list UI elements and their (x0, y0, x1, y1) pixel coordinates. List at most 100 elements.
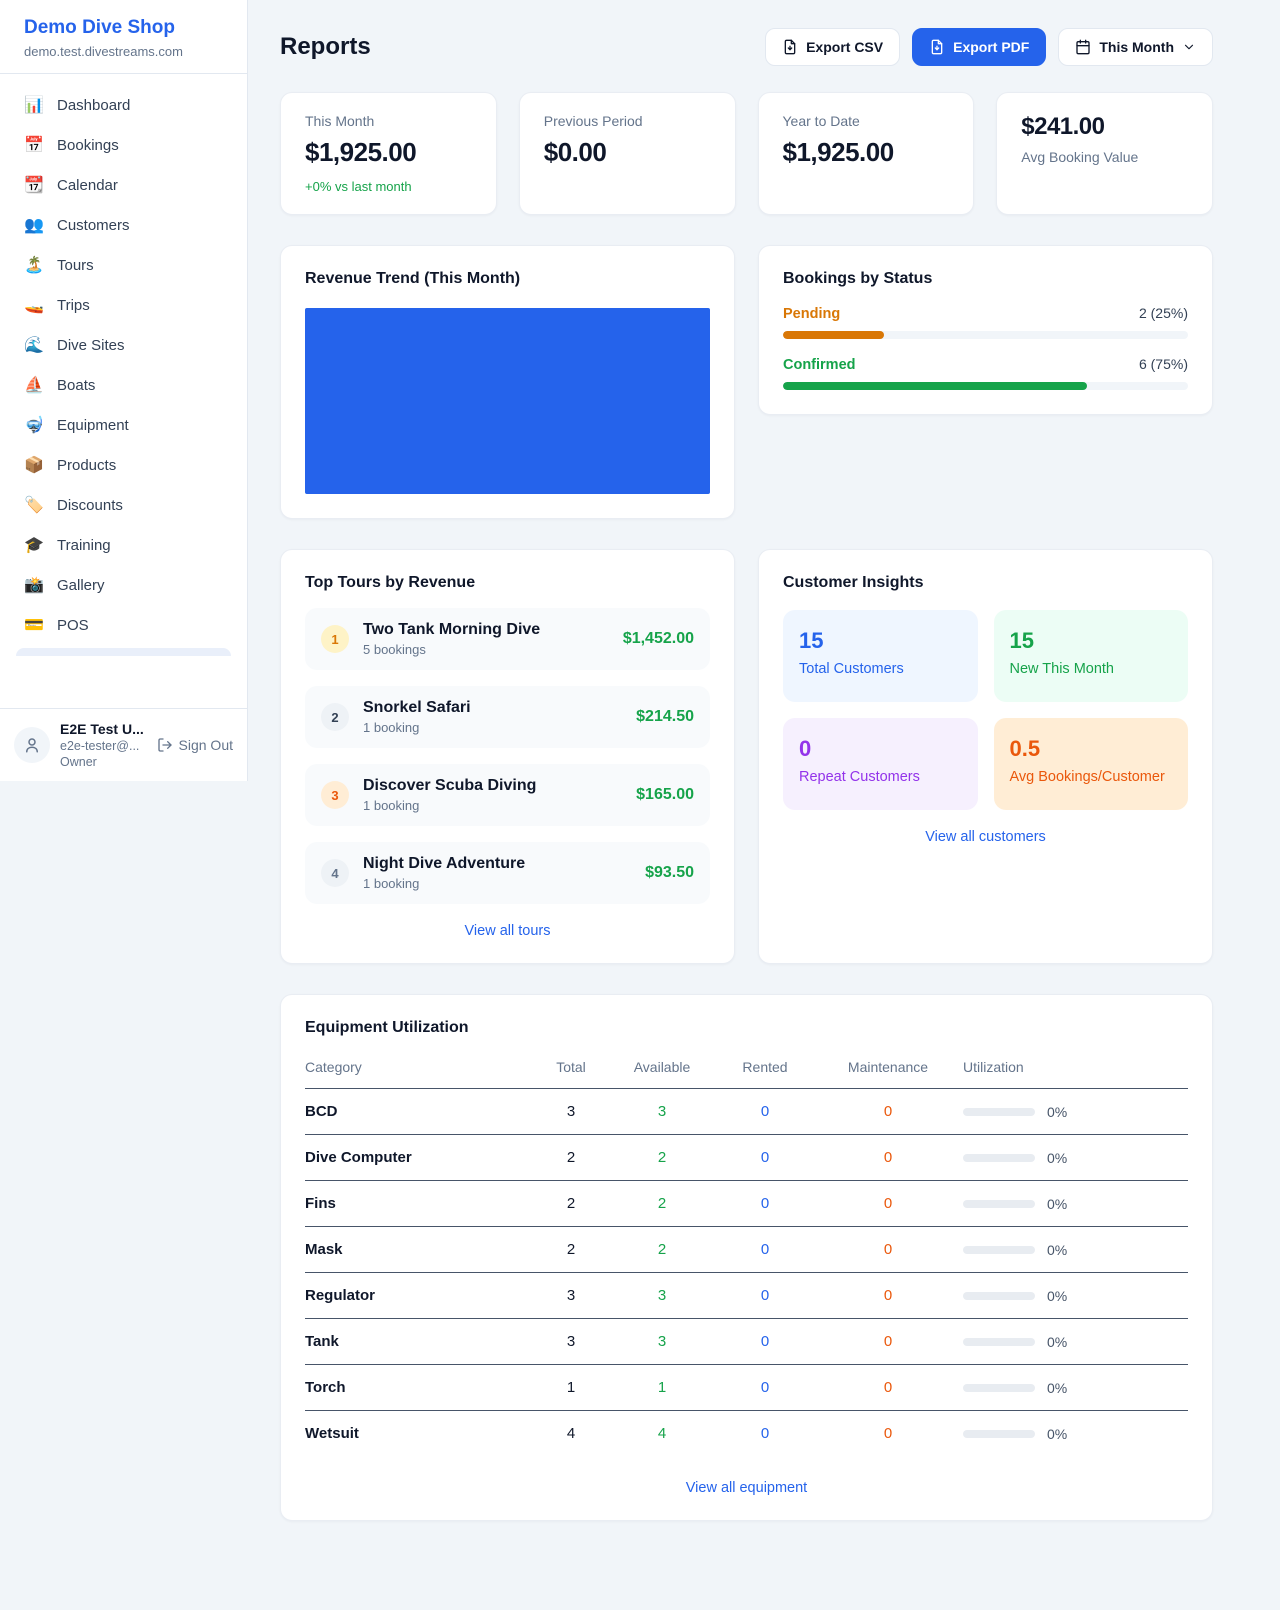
sidebar-item-products[interactable]: 📦 Products (12, 448, 235, 483)
column-header-rented: Rented (742, 1059, 788, 1075)
cell-category: BCD (305, 1103, 338, 1120)
table-row: Regulator 3 3 0 0 0% (305, 1273, 1188, 1319)
utilization-percent: 0% (1047, 1379, 1068, 1396)
logout-icon (157, 738, 172, 752)
tile-value: 15 (1009, 628, 1034, 653)
cell-category: Wetsuit (305, 1425, 359, 1442)
status-progress-fill (783, 331, 885, 339)
avatar (14, 727, 50, 763)
sidebar-item-label: Gallery (57, 577, 105, 594)
page-header: Reports Export CSV Export PDF This Month (280, 28, 1213, 66)
diving-mask-icon: 🤿 (24, 416, 44, 434)
brand-block: Demo Dive Shop demo.test.divestreams.com (0, 0, 247, 74)
view-all-tours-link[interactable]: View all tours (464, 923, 551, 939)
header-actions: Export CSV Export PDF This Month (765, 28, 1213, 66)
cell-utilization: 0% (963, 1288, 1188, 1304)
export-pdf-label: Export PDF (953, 39, 1030, 55)
table-row: Wetsuit 4 4 0 0 0% (305, 1411, 1188, 1456)
cell-total: 3 (566, 1103, 576, 1120)
status-row-pending: Pending 2 (25%) (783, 305, 1188, 339)
period-dropdown[interactable]: This Month (1058, 28, 1213, 66)
sidebar-item-boats[interactable]: ⛵ Boats (12, 368, 235, 403)
sidebar-item-discounts[interactable]: 🏷️ Discounts (12, 488, 235, 523)
cell-rented: 0 (760, 1195, 770, 1212)
sailboat-icon: ⛵ (24, 376, 44, 394)
user-name: E2E Test U... (60, 721, 144, 737)
sidebar-item-dive-sites[interactable]: 🌊 Dive Sites (12, 328, 235, 363)
chevron-down-icon (1184, 44, 1194, 50)
sidebar-item-label: Trips (57, 297, 90, 314)
period-label: This Month (1099, 39, 1174, 55)
utilization-track (963, 1383, 1035, 1392)
view-all-customers-link[interactable]: View all customers (925, 829, 1046, 845)
status-label: Pending (783, 306, 841, 322)
status-progress-track (783, 382, 1188, 390)
equipment-utilization-card: Equipment Utilization Category Total Ava… (280, 994, 1213, 1521)
cell-rented: 0 (760, 1149, 770, 1166)
utilization-percent: 0% (1047, 1103, 1068, 1120)
cell-total: 1 (566, 1379, 576, 1396)
utilization-track (963, 1107, 1035, 1116)
utilization-percent: 0% (1047, 1333, 1068, 1350)
table-row: Torch 1 1 0 0 0% (305, 1365, 1188, 1411)
tour-revenue: $1,452.00 (622, 630, 694, 647)
bar-chart-icon: 📊 (24, 96, 44, 114)
rank-badge: 4 (321, 859, 349, 887)
customer-insights-card: Customer Insights 15 Total Customers 15 … (758, 549, 1213, 964)
sidebar-item-bookings[interactable]: 📅 Bookings (12, 128, 235, 163)
view-all-equipment-link[interactable]: View all equipment (685, 1480, 808, 1496)
export-pdf-button[interactable]: Export PDF (912, 28, 1047, 66)
sidebar-item-tours[interactable]: 🏝️ Tours (12, 248, 235, 283)
tour-row: 1 Two Tank Morning Dive 5 bookings $1,45… (305, 608, 710, 670)
sidebar-item-label: Training (57, 537, 111, 554)
column-header-category: Category (305, 1059, 362, 1075)
stat-card-year-to-date: Year to Date $1,925.00 (757, 92, 975, 215)
tour-name: Night Dive Adventure (363, 855, 526, 872)
sidebar-item-pos[interactable]: 💳 POS (12, 608, 235, 643)
rank-badge: 3 (321, 781, 349, 809)
sidebar-item-trips[interactable]: 🚤 Trips (12, 288, 235, 323)
sidebar-item-dashboard[interactable]: 📊 Dashboard (12, 88, 235, 123)
sign-out-label: Sign Out (178, 737, 233, 753)
utilization-track (963, 1291, 1035, 1300)
cell-category: Tank (305, 1333, 339, 1350)
cell-maintenance: 0 (883, 1241, 893, 1258)
bookings-by-status-title: Bookings by Status (783, 270, 933, 287)
tear-off-calendar-icon: 📆 (24, 176, 44, 194)
utilization-track (963, 1429, 1035, 1438)
tour-revenue: $165.00 (636, 786, 694, 803)
sidebar-item-label: Equipment (57, 417, 129, 434)
sidebar-item-gallery[interactable]: 📸 Gallery (12, 568, 235, 603)
sidebar-item-training[interactable]: 🎓 Training (12, 528, 235, 563)
credit-card-icon: 💳 (24, 616, 44, 634)
cell-utilization: 0% (963, 1242, 1188, 1258)
status-count: 2 (25%) (1138, 305, 1188, 321)
sidebar-item-customers[interactable]: 👥 Customers (12, 208, 235, 243)
sidebar-item-active-partial[interactable] (16, 648, 231, 656)
cell-maintenance: 0 (883, 1333, 893, 1350)
sidebar-item-equipment[interactable]: 🤿 Equipment (12, 408, 235, 443)
cell-available: 2 (657, 1241, 667, 1258)
export-csv-button[interactable]: Export CSV (765, 28, 901, 66)
utilization-percent: 0% (1047, 1149, 1068, 1166)
utilization-percent: 0% (1047, 1425, 1068, 1442)
tile-avg-bookings-per-customer: 0.5 Avg Bookings/Customer (993, 718, 1188, 810)
sidebar-item-label: Products (57, 457, 117, 474)
tour-bookings: 1 booking (363, 720, 420, 735)
sidebar-item-label: Calendar (57, 177, 118, 194)
tour-revenue: $214.50 (636, 708, 694, 725)
cell-available: 2 (657, 1195, 667, 1212)
camera-icon: 📸 (24, 576, 44, 594)
sign-out-button[interactable]: Sign Out (157, 737, 233, 753)
people-icon: 👥 (24, 216, 44, 234)
stat-card-this-month: This Month $1,925.00 +0% vs last month (280, 92, 497, 215)
cell-category: Regulator (305, 1287, 376, 1304)
utilization-track (963, 1153, 1035, 1162)
tour-row: 3 Discover Scuba Diving 1 booking $165.0… (305, 764, 710, 826)
rank-badge: 2 (321, 703, 349, 731)
table-row: Mask 2 2 0 0 0% (305, 1227, 1188, 1273)
cell-available: 2 (657, 1149, 667, 1166)
sidebar-item-calendar[interactable]: 📆 Calendar (12, 168, 235, 203)
tour-name: Discover Scuba Diving (363, 777, 537, 794)
revenue-trend-card: Revenue Trend (This Month) (280, 245, 735, 519)
